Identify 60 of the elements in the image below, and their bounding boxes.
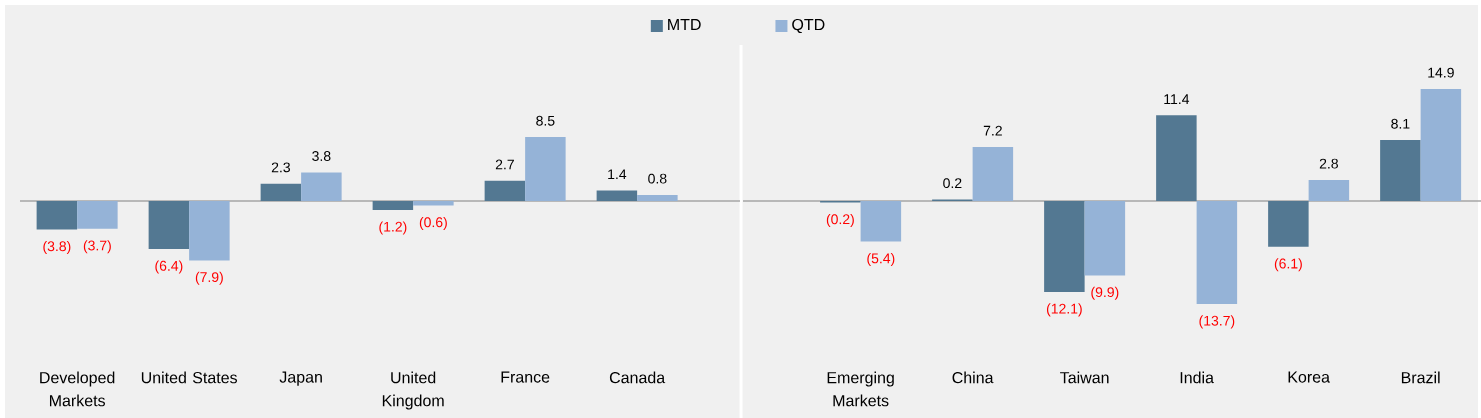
bar xyxy=(1268,201,1309,247)
bar xyxy=(972,146,1014,201)
x-tick-label: Developed Markets xyxy=(40,371,115,407)
bar xyxy=(1308,179,1350,201)
data-label: 0.2 xyxy=(943,178,962,189)
data-label: 3.8 xyxy=(312,151,331,162)
x-tick-label: China xyxy=(952,371,994,384)
bar xyxy=(637,194,678,201)
x-tick-label: France xyxy=(501,371,550,383)
data-label: 0.8 xyxy=(648,173,667,184)
bar xyxy=(372,201,414,211)
data-label: (5.4) xyxy=(867,252,895,267)
data-label: 8.1 xyxy=(1391,118,1410,129)
data-label: 8.5 xyxy=(536,115,555,126)
data-label: (12.1) xyxy=(1046,303,1082,317)
data-label: (6.1) xyxy=(1274,258,1302,272)
x-tick-label: Korea xyxy=(1288,371,1330,383)
x-tick-label: Emerging Markets xyxy=(827,371,894,407)
bar xyxy=(1420,89,1462,201)
data-label: 1.4 xyxy=(608,169,627,180)
bar xyxy=(413,201,454,206)
bar xyxy=(1156,115,1197,201)
x-tick-label: India xyxy=(1180,371,1214,384)
legend-label: QTD xyxy=(792,18,825,34)
bar xyxy=(301,172,342,201)
data-label: 2.8 xyxy=(1319,158,1338,169)
x-tick-label: Taiwan xyxy=(1060,371,1109,384)
data-label: 14.9 xyxy=(1428,67,1454,78)
data-label: (6.4) xyxy=(155,260,183,274)
x-tick-label: Canada xyxy=(609,371,666,384)
bar xyxy=(484,180,526,201)
data-label: (7.9) xyxy=(195,271,223,285)
data-label: 2.3 xyxy=(271,162,290,173)
x-tick-label: Brazil xyxy=(1401,371,1440,384)
data-label: (13.7) xyxy=(1199,315,1235,329)
x-tick-label: United Kingdom xyxy=(382,371,444,410)
bar xyxy=(1196,201,1238,304)
bar xyxy=(596,190,638,201)
data-label: 2.7 xyxy=(495,159,514,170)
bar xyxy=(260,183,302,201)
bar xyxy=(1380,140,1421,201)
data-label: (3.7) xyxy=(83,240,111,254)
data-label: 7.2 xyxy=(983,125,1002,136)
x-tick-label: Japan xyxy=(279,371,322,386)
bar xyxy=(860,201,902,242)
data-label: (0.6) xyxy=(419,216,447,230)
data-label: (3.8) xyxy=(43,240,71,255)
bar xyxy=(525,137,566,201)
bar xyxy=(1044,201,1085,292)
bar xyxy=(148,201,190,250)
data-label: (9.9) xyxy=(1091,286,1119,300)
x-tick-label: United States xyxy=(141,371,238,384)
bar xyxy=(36,201,78,230)
bar xyxy=(189,201,230,261)
data-label: (1.2) xyxy=(379,221,407,235)
legend-label: MTD xyxy=(668,19,701,31)
bar xyxy=(1084,201,1126,276)
data-label: (0.2) xyxy=(826,213,854,227)
bar xyxy=(77,201,118,229)
data-label: 11.4 xyxy=(1164,94,1190,104)
